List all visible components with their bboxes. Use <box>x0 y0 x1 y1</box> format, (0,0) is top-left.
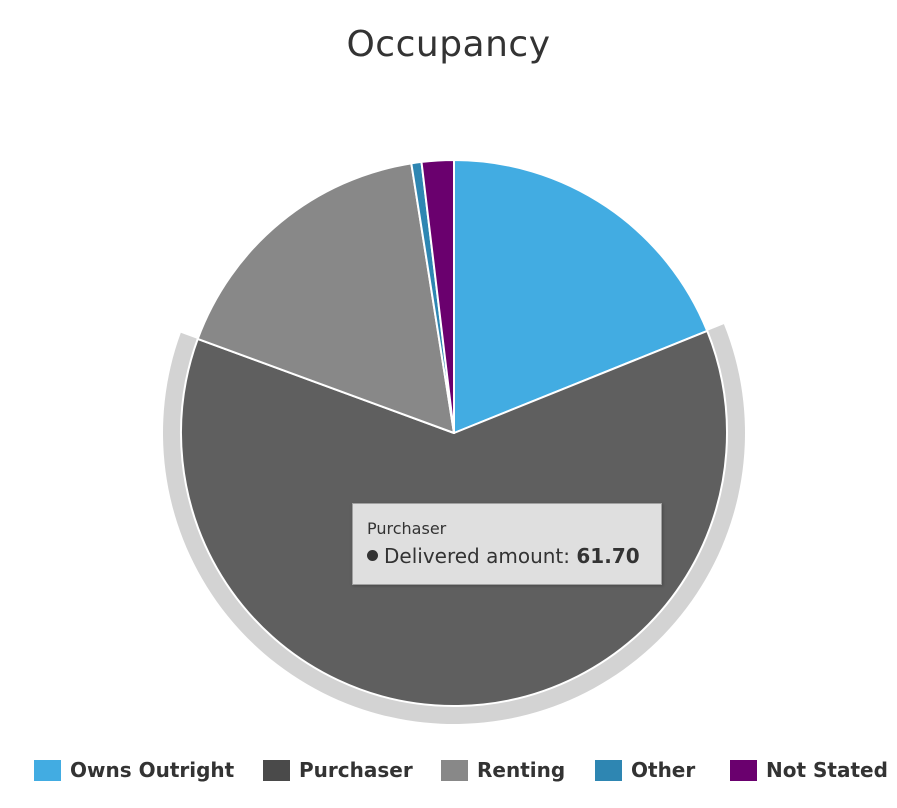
legend-swatch-renting <box>441 759 468 781</box>
legend-label-purchaser: Purchaser <box>299 758 413 782</box>
legend-item-not-stated[interactable]: Not Stated <box>730 754 888 786</box>
legend-label-not-stated: Not Stated <box>766 758 888 782</box>
tooltip-series-name: Delivered amount <box>384 544 564 568</box>
tooltip-bullet-icon <box>367 550 378 561</box>
legend-swatch-purchaser <box>263 759 290 781</box>
legend-label-other: Other <box>631 758 696 782</box>
tooltip-value: 61.70 <box>576 544 640 568</box>
chart-title: Occupancy <box>346 24 551 65</box>
pie-slice-owns-outright[interactable] <box>453 159 709 434</box>
legend-item-renting[interactable]: Renting <box>441 754 565 786</box>
legend-item-other[interactable]: Other <box>595 754 695 786</box>
legend-swatch-not-stated <box>730 759 757 781</box>
tooltip-row: Delivered amount: 61.70 <box>367 544 661 568</box>
legend-label-renting: Renting <box>477 758 566 782</box>
legend-item-purchaser[interactable]: Purchaser <box>263 754 413 786</box>
tooltip-title: Purchaser <box>367 519 447 538</box>
legend: Owns Outright Purchaser Renting Other No… <box>0 754 897 786</box>
tooltip: Purchaser Delivered amount: 61.70 <box>352 503 662 585</box>
legend-label-owns-outright: Owns Outright <box>70 758 235 782</box>
legend-swatch-owns-outright <box>34 759 61 781</box>
pie-slice-renting[interactable] <box>196 162 455 434</box>
legend-item-owns-outright[interactable]: Owns Outright <box>34 754 234 786</box>
tooltip-separator: : <box>563 544 577 568</box>
pie-slice-not-stated[interactable] <box>420 159 455 434</box>
legend-swatch-other <box>595 759 622 781</box>
